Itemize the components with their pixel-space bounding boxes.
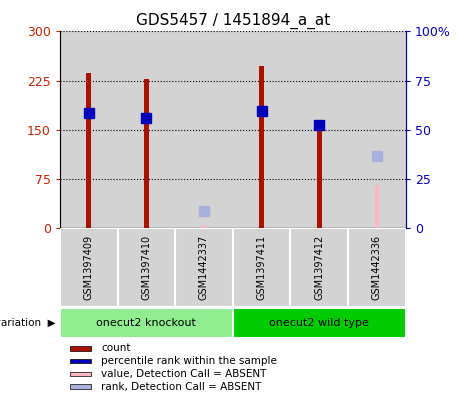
Bar: [201, 225, 206, 228]
Bar: [118, 228, 175, 307]
Text: percentile rank within the sample: percentile rank within the sample: [101, 356, 278, 366]
Text: onecut2 wild type: onecut2 wild type: [269, 318, 369, 328]
Bar: [290, 228, 348, 307]
Bar: [259, 66, 264, 228]
Bar: [60, 228, 118, 307]
Bar: [86, 73, 91, 228]
Bar: [70, 359, 91, 364]
Text: count: count: [101, 343, 131, 353]
Bar: [60, 308, 233, 338]
Text: GSM1397411: GSM1397411: [257, 235, 266, 300]
Text: value, Detection Call = ABSENT: value, Detection Call = ABSENT: [101, 369, 267, 379]
Bar: [70, 371, 91, 376]
Text: GSM1442337: GSM1442337: [199, 235, 209, 300]
Text: onecut2 knockout: onecut2 knockout: [96, 318, 196, 328]
Text: rank, Detection Call = ABSENT: rank, Detection Call = ABSENT: [101, 382, 262, 391]
Bar: [70, 346, 91, 351]
Bar: [348, 228, 406, 307]
Text: GSM1397409: GSM1397409: [84, 235, 94, 300]
Bar: [374, 185, 379, 228]
Text: genotype/variation  ▶: genotype/variation ▶: [0, 318, 55, 328]
Bar: [201, 225, 206, 228]
Bar: [144, 79, 148, 228]
Bar: [70, 384, 91, 389]
Text: GSM1397412: GSM1397412: [314, 235, 324, 300]
Bar: [233, 308, 406, 338]
Bar: [317, 129, 321, 228]
Bar: [175, 228, 233, 307]
Text: GSM1397410: GSM1397410: [142, 235, 151, 300]
Bar: [233, 228, 290, 307]
Title: GDS5457 / 1451894_a_at: GDS5457 / 1451894_a_at: [136, 13, 330, 29]
Text: GSM1442336: GSM1442336: [372, 235, 382, 300]
